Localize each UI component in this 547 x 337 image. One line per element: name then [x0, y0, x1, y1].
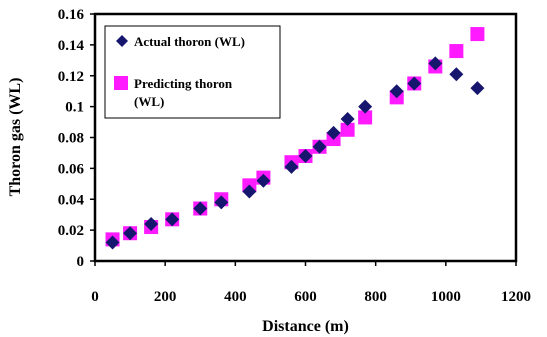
legend: Actual thoron (WL) Predicting thoron (WL): [104, 25, 281, 119]
actual-thoron-point: [470, 81, 485, 96]
actual-thoron-point: [298, 149, 313, 164]
data-marks: [105, 27, 485, 250]
actual-thoron-point: [284, 159, 299, 174]
legend-label-predicting: Predicting thoron (WL): [134, 76, 233, 109]
y-tick-label: 0.04: [58, 192, 85, 208]
predicting-thoron-point: [358, 110, 373, 125]
actual-thoron-point: [193, 201, 208, 216]
predicting-thoron-point: [470, 27, 485, 42]
predicting-thoron-point: [340, 122, 355, 137]
y-tick-label: 0.06: [58, 161, 85, 177]
x-tick-label: 400: [224, 289, 247, 305]
actual-thoron-point: [165, 212, 180, 227]
x-tick-label: 1000: [431, 289, 461, 305]
y-axis: 0 0.02 0.04 0.06 0.08 0.1 0.12 0.14 0.16: [58, 7, 95, 270]
y-tick-label: 0.08: [58, 131, 84, 147]
actual-thoron-point: [256, 173, 271, 188]
x-tick-label: 600: [294, 289, 317, 305]
legend-marker-predicting: [114, 76, 128, 90]
y-tick-label: 0.16: [58, 7, 85, 23]
y-axis-title: Thoron gas (WL): [7, 78, 24, 197]
actual-thoron-point: [358, 99, 373, 114]
x-tick-label: 800: [364, 289, 387, 305]
x-tick-label: 0: [91, 289, 99, 305]
y-tick-label: 0.12: [58, 69, 84, 85]
actual-thoron-point: [312, 139, 327, 154]
actual-thoron-point: [105, 235, 120, 250]
y-tick-label: 0.02: [58, 223, 84, 239]
legend-label-actual: Actual thoron (WL): [134, 34, 245, 49]
x-axis: 0 200 400 600 800 1000 1200: [91, 261, 531, 305]
legend-box: [104, 25, 281, 119]
actual-thoron-point: [407, 76, 422, 91]
actual-thoron-point: [326, 125, 341, 140]
actual-thoron-point: [144, 216, 159, 231]
x-tick-label: 200: [154, 289, 177, 305]
y-tick-label: 0.14: [58, 38, 85, 54]
actual-thoron-point: [389, 84, 404, 99]
actual-thoron-point: [340, 111, 355, 126]
actual-thoron-point: [428, 56, 443, 71]
y-tick-label: 0: [77, 254, 85, 270]
actual-thoron-point: [214, 195, 229, 210]
x-tick-label: 1200: [501, 289, 531, 305]
actual-thoron-point: [449, 67, 464, 82]
predicting-thoron-point: [449, 44, 464, 59]
legend-marker-actual: [116, 35, 128, 47]
y-tick-label: 0.1: [65, 100, 84, 116]
actual-thoron-point: [123, 226, 138, 241]
x-axis-title: Distance (m): [262, 318, 349, 335]
actual-thoron-point: [242, 184, 257, 199]
